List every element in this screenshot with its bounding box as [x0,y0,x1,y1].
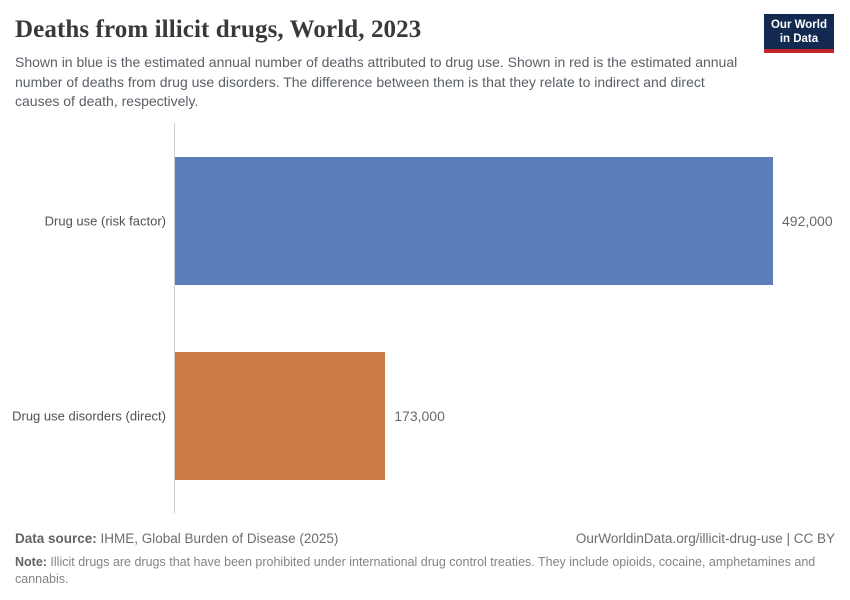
chart-footer: Data source: IHME, Global Burden of Dise… [15,531,835,588]
y-axis-line [174,123,175,513]
data-source: Data source: IHME, Global Burden of Dise… [15,531,338,546]
attribution-link[interactable]: OurWorldinData.org/illicit-drug-use | CC… [575,531,835,546]
bar-drug-use-risk-factor[interactable] [175,156,773,285]
bar-chart: Drug use (risk factor) 492,000 Drug use … [0,123,850,513]
bar-drug-use-disorders-direct[interactable] [175,351,386,480]
owid-logo-line1: Our World [770,19,827,31]
data-source-label: Data source: [15,531,97,546]
category-label-drug-use-disorders: Drug use disorders (direct) [12,408,166,423]
bar-row-drug-use-disorders: Drug use disorders (direct) 173,000 [0,318,850,513]
chart-subtitle: Shown in blue is the estimated annual nu… [15,54,738,109]
owid-logo[interactable]: Our World in Data [763,14,834,53]
page-title: Deaths from illicit drugs, World, 2023 [15,16,422,43]
bar-track: 492,000 [175,156,833,285]
data-source-text: IHME, Global Burden of Disease (2025) [96,531,339,546]
value-label-drug-use: 492,000 [782,212,833,229]
owid-logo-line2: in Data [779,33,819,45]
note-label: Note: [15,555,47,569]
note-text: Illicit drugs are drugs that have been p… [15,555,816,586]
value-label-drug-use-disorders: 173,000 [394,407,445,424]
category-label-drug-use: Drug use (risk factor) [44,213,166,228]
bar-row-drug-use: Drug use (risk factor) 492,000 [0,123,850,318]
bar-track: 173,000 [175,351,773,480]
